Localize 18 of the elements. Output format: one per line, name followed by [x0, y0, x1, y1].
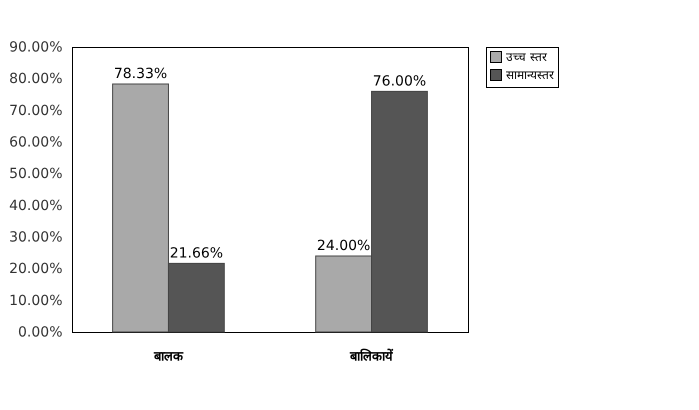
data-label: 76.00% [372, 73, 426, 90]
y-tick-label: 40.00% [9, 198, 62, 214]
y-tick-label: 50.00% [9, 166, 62, 182]
y-tick-label: 0.00% [18, 324, 62, 340]
y-tick-label: 60.00% [9, 134, 62, 150]
data-label: 21.66% [170, 245, 224, 262]
y-tick-label: 10.00% [9, 292, 62, 309]
x-tick-label: बालिकायें [349, 348, 394, 364]
x-tick-label: बालक [152, 350, 184, 364]
y-tick-label: 80.00% [9, 71, 62, 88]
y-tick-label: 70.00% [9, 102, 62, 119]
data-label: 78.33% [114, 66, 168, 82]
legend-label: सामान्यस्तर [506, 68, 555, 82]
y-tick-label: 90.00% [9, 40, 62, 56]
y-tick-label: 30.00% [9, 230, 62, 246]
legend-label: उच्च स्तर [506, 50, 548, 64]
y-tick-label: 20.00% [9, 261, 62, 278]
data-label: 24.00% [316, 238, 370, 254]
